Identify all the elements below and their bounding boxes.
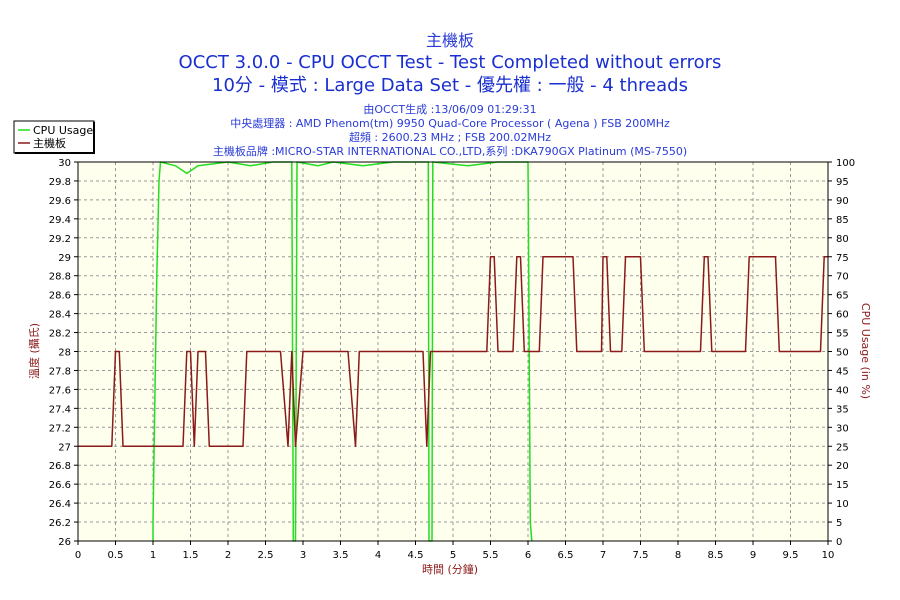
x-tick-label: 7	[600, 550, 606, 561]
y-left-tick-label: 28.8	[49, 272, 71, 283]
info-motherboard: 主機板品牌 :MICRO-STAR INTERNATIONAL CO.,LTD,…	[213, 144, 687, 158]
x-axis-ticks: 0 0.5 1 1.5 2 2.5 3 3.5 4 4.5 5 5.5 6 6.5 7 7.5 8 8.5 9 9.5…	[75, 541, 835, 561]
info-generated-by: 由OCCT生成 :13/06/09 01:29:31	[363, 102, 536, 116]
legend-label-motherboard: 主機板	[33, 136, 66, 150]
chart-legend: CPU Usage 主機板	[13, 120, 95, 154]
y-left-tick-label: 27.2	[49, 423, 71, 434]
x-tick-label: 8	[675, 550, 681, 561]
y-right-tick-label: 35	[836, 404, 849, 415]
y-left-tick-label: 26.4	[49, 499, 71, 510]
x-tick-label: 1.5	[183, 550, 199, 561]
x-tick-label: 6.5	[558, 550, 574, 561]
left-y-axis-label: 溫度 (攝氏)	[27, 323, 41, 379]
x-tick-label: 6	[525, 550, 531, 561]
y-left-tick-label: 26	[58, 537, 71, 548]
y-left-tick-label: 29.4	[49, 215, 71, 226]
y-left-tick-label: 27	[58, 442, 71, 453]
y-left-tick-label: 28.4	[49, 310, 71, 321]
x-tick-label: 5	[450, 550, 456, 561]
plot-border	[77, 161, 829, 542]
chart-subtitle-line-2: 10分 - 模式 : Large Data Set - 優先權 : 一般 - 4…	[212, 75, 688, 96]
y-right-tick-label: 50	[836, 348, 849, 359]
y-right-tick-label: 15	[836, 480, 849, 491]
x-tick-label: 3.5	[333, 550, 349, 561]
legend-label-cpu-usage: CPU Usage	[33, 124, 93, 137]
y-right-tick-label: 20	[836, 461, 849, 472]
y-right-tick-label: 100	[836, 158, 855, 169]
y-left-tick-label: 28	[58, 348, 71, 359]
chart-title: 主機板	[426, 31, 474, 50]
legend-box	[13, 120, 95, 154]
y-right-tick-label: 5	[836, 518, 842, 529]
y-left-tick-label: 30	[58, 158, 71, 169]
y-left-tick-label: 29.8	[49, 177, 71, 188]
y-left-tick-label: 29.2	[49, 234, 71, 245]
x-tick-label: 4.5	[408, 550, 424, 561]
right-y-axis-label: CPU Usage (in %)	[859, 303, 872, 399]
y-right-tick-label: 40	[836, 385, 849, 396]
y-right-tick-label: 75	[836, 253, 849, 264]
y-right-tick-label: 80	[836, 234, 849, 245]
left-y-axis-ticks: 26 26.2 26.4 26.6 26.8 27 27.2 27.4 27.6 27.8 28 28…	[49, 158, 78, 548]
series-line-1	[78, 256, 828, 448]
y-right-tick-label: 60	[836, 310, 849, 321]
chart-subtitle-line-1: OCCT 3.0.0 - CPU OCCT Test - Test Comple…	[179, 52, 722, 73]
y-left-tick-label: 28.6	[49, 291, 71, 302]
info-cpu: 中央處理器 : AMD Phenom(tm) 9950 Quad-Core Pr…	[230, 116, 670, 130]
y-right-tick-label: 45	[836, 366, 849, 377]
y-left-tick-label: 29	[58, 253, 71, 264]
y-left-tick-label: 27.8	[49, 366, 71, 377]
x-tick-label: 0	[75, 550, 81, 561]
y-right-tick-label: 70	[836, 272, 849, 283]
y-left-tick-label: 26.2	[49, 518, 71, 529]
y-left-tick-label: 26.8	[49, 461, 71, 472]
x-tick-label: 9.5	[783, 550, 799, 561]
y-left-tick-label: 28.2	[49, 329, 71, 340]
x-tick-label: 8.5	[708, 550, 724, 561]
x-tick-label: 5.5	[483, 550, 499, 561]
info-clock: 超頻 : 2600.23 MHz ; FSB 200.02MHz	[349, 130, 551, 144]
y-right-tick-label: 0	[836, 537, 842, 548]
y-left-tick-label: 27.6	[49, 385, 71, 396]
x-tick-label: 0.5	[108, 550, 124, 561]
right-y-axis-ticks: 0 5 10 15 20 25 30 35 40 45 50 55 60 65 70 75 80 85 90 95 10…	[828, 158, 855, 548]
x-axis-label: 時間 (分鐘)	[422, 562, 478, 576]
y-right-tick-label: 65	[836, 291, 849, 302]
y-right-tick-label: 25	[836, 442, 849, 453]
x-tick-label: 2	[225, 550, 231, 561]
x-tick-label: 10	[822, 550, 835, 561]
y-left-tick-label: 27.4	[49, 404, 71, 415]
x-tick-label: 1	[150, 550, 156, 561]
x-tick-label: 3	[300, 550, 306, 561]
x-tick-label: 4	[375, 550, 381, 561]
y-right-tick-label: 90	[836, 196, 849, 207]
x-tick-label: 2.5	[258, 550, 274, 561]
y-right-tick-label: 10	[836, 499, 849, 510]
y-right-tick-label: 55	[836, 329, 849, 340]
y-right-tick-label: 85	[836, 215, 849, 226]
y-left-tick-label: 26.6	[49, 480, 71, 491]
y-left-tick-label: 29.6	[49, 196, 71, 207]
y-right-tick-label: 30	[836, 423, 849, 434]
x-tick-label: 7.5	[633, 550, 649, 561]
x-tick-label: 9	[750, 550, 756, 561]
y-right-tick-label: 95	[836, 177, 849, 188]
